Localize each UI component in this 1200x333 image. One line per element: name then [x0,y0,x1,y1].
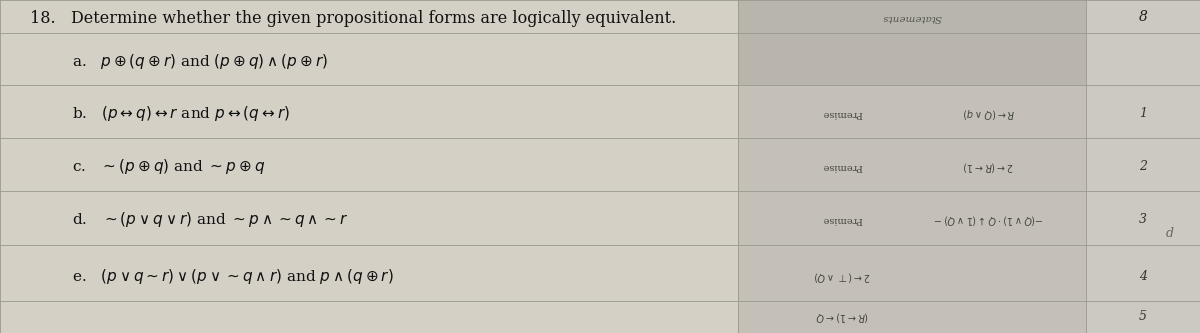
Text: $2 \leftarrow (\top \wedge Q)$: $2 \leftarrow (\top \wedge Q)$ [814,270,871,283]
Text: 18.   Determine whether the given propositional forms are logically equivalent.: 18. Determine whether the given proposit… [30,10,677,27]
Bar [738,33,1086,85]
Text: Premise: Premise [822,109,863,118]
Text: 1: 1 [1139,107,1147,120]
Text: Premise: Premise [822,162,863,171]
Text: 8: 8 [1139,10,1147,24]
Text: Statements: Statements [882,13,942,22]
Text: $R \leftarrow (Q \wedge q)$: $R \leftarrow (Q \wedge q)$ [962,106,1015,120]
Text: $(R \leftarrow 1) \leftarrow Q$: $(R \leftarrow 1) \leftarrow Q$ [816,310,869,323]
Text: 4: 4 [1139,270,1147,283]
Text: d.   $\sim (p \vee q \vee r)$ and $\sim p \wedge \sim q \wedge \sim r$: d. $\sim (p \vee q \vee r)$ and $\sim p … [72,210,349,229]
Text: $2 \leftarrow (R \leftarrow 1)$: $2 \leftarrow (R \leftarrow 1)$ [962,160,1014,173]
Text: a.   $p \oplus (q \oplus r)$ and $(p \oplus q) \wedge (p \oplus r)$: a. $p \oplus (q \oplus r)$ and $(p \oplu… [72,52,328,71]
Text: Premise: Premise [822,215,863,224]
Text: $-(Q \vee 1) \cdot Q \downarrow (1 \vee Q)-$: $-(Q \vee 1) \cdot Q \downarrow (1 \vee … [934,213,1044,226]
Text: c.   $\sim (p \oplus q)$ and $\sim p \oplus q$: c. $\sim (p \oplus q)$ and $\sim p \oplu… [72,157,265,176]
Text: 2: 2 [1139,160,1147,173]
Bar [1086,0,1200,333]
Text: d: d [1166,226,1174,240]
Bar [738,0,1086,33]
Bar [0,0,738,333]
Bar [738,0,1086,333]
Text: 5: 5 [1139,310,1147,323]
Text: 3: 3 [1139,213,1147,226]
Text: b.   $(p \leftrightarrow q) \leftrightarrow r$ and $p \leftrightarrow (q \leftri: b. $(p \leftrightarrow q) \leftrightarro… [72,104,290,123]
Text: e.   $(p \vee q \sim r) \vee (p \vee \sim q \wedge r)$ and $p \wedge (q \oplus r: e. $(p \vee q \sim r) \vee (p \vee \sim … [72,267,394,286]
